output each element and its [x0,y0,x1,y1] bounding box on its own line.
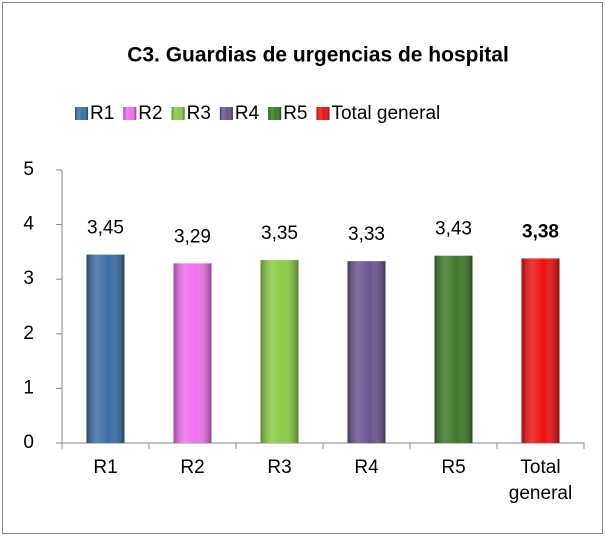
bar-shade [347,261,386,443]
bar-shade [86,254,125,443]
x-tick-label: R2 [180,457,205,478]
legend-label: R4 [235,103,260,124]
legend-label: R2 [138,103,162,124]
bar-shade [260,260,299,443]
x-tick-label: R3 [267,457,292,478]
legend-label: R3 [187,103,211,124]
legend-swatch-shade [219,107,233,120]
data-label: 3,45 [87,218,124,239]
data-label: 3,43 [435,219,472,240]
x-tick-label: R1 [93,457,118,478]
y-tick-label: 2 [23,323,34,344]
y-tick-label: 4 [23,214,34,235]
legend-label: R5 [283,103,307,124]
legend-swatch-shade [171,107,185,120]
chart-title: C3. Guardias de urgencias de hospital [127,44,509,67]
y-tick-label: 1 [23,377,34,398]
legend-swatch-shade [316,107,330,120]
legend-label: R1 [90,103,114,124]
y-tick-label: 0 [23,432,34,453]
data-label: 3,35 [261,223,298,244]
legend-swatch-shade [268,107,282,120]
bar-shade [173,263,212,443]
x-tick-label: R4 [354,457,379,478]
data-label: 3,33 [348,224,385,245]
data-label: 3,29 [174,226,211,247]
data-label: 3,38 [522,221,559,242]
y-tick-label: 5 [23,159,34,180]
legend-swatch-shade [123,107,137,120]
bar-shade [521,258,560,443]
y-tick-label: 3 [23,268,34,289]
x-tick-label: Total general [508,457,573,504]
legend-label: Total general [331,103,440,124]
legend-swatch-shade [75,107,88,120]
bar-shade [434,255,473,443]
x-tick-label: R5 [441,457,466,478]
